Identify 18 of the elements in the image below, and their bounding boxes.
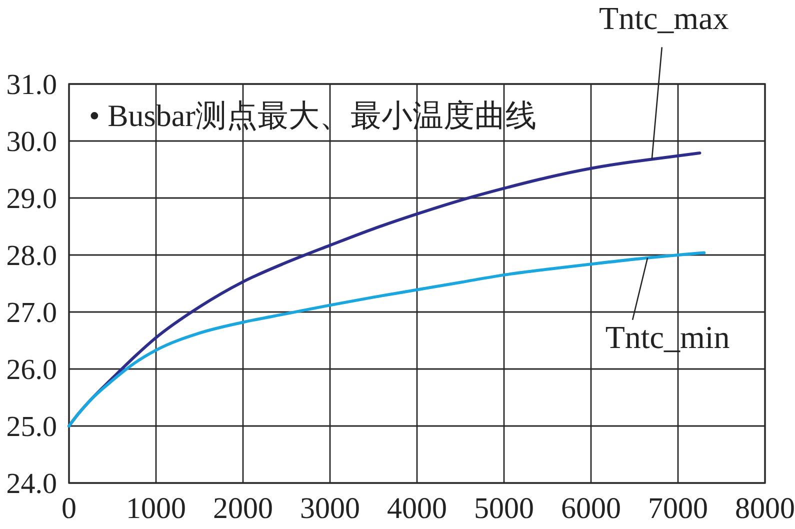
x-tick-label: 5000 — [474, 492, 534, 525]
y-tick-label: 31.0 — [6, 69, 57, 102]
y-tick-label: 29.0 — [6, 183, 57, 216]
y-tick-label: 24.0 — [6, 468, 57, 500]
y-tick-label: 26.0 — [6, 354, 57, 386]
y-tick-label: 30.0 — [6, 126, 57, 158]
x-tick-label: 3000 — [300, 492, 360, 525]
x-tick-label: 0 — [62, 492, 76, 525]
x-tick-label: 7000 — [648, 492, 708, 525]
x-tick-label: 2000 — [213, 492, 273, 525]
x-tick-label: 1000 — [126, 492, 186, 525]
y-tick-label: 27.0 — [6, 297, 57, 330]
text: Tntc_max — [599, 0, 729, 36]
x-tick-label: 8000 — [735, 492, 795, 525]
y-tick-label: 28.0 — [6, 240, 57, 272]
y-tick-label: 25.0 — [6, 411, 57, 444]
x-tick-label: 4000 — [387, 492, 447, 525]
x-tick-label: 6000 — [561, 492, 621, 525]
